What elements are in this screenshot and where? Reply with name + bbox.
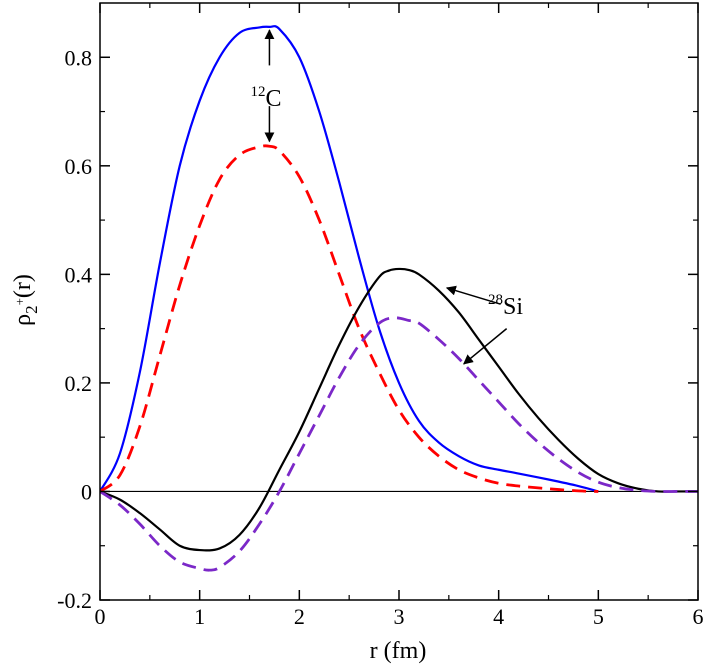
x-tick-label: 1 [194,604,205,629]
series-line-1 [100,144,599,493]
y-tick-label: 0.6 [65,154,93,179]
y-tick-label: -0.2 [57,588,92,613]
y-tick-label: 0.2 [65,371,93,396]
x-tick-label: 4 [493,604,504,629]
annotation-28si: 28Si [488,292,523,320]
y-axis-title-subsup: + [12,298,27,305]
annotation-12c-sup: 12 [250,84,265,100]
x-tick-label: 0 [95,604,106,629]
x-tick-label: 2 [294,604,305,629]
annotation-12c: 12C [250,84,281,112]
annotation-28si-label: Si [503,294,523,320]
y-tick-label: 0.8 [65,45,93,70]
annotation-arrow-3 [463,328,508,365]
x-tick-label: 3 [394,604,405,629]
x-axis-title: r (fm) [370,638,427,664]
series-line-0 [100,25,599,493]
annotation-28si-sup: 28 [488,292,503,308]
annotation-arrow-2 [445,285,501,305]
y-axis-title: ρ2+(r) [10,274,41,326]
series-line-3 [100,316,698,572]
y-tick-label: 0 [81,479,92,504]
x-tick-label: 6 [693,604,704,629]
y-tick-label: 0.4 [65,262,93,287]
plot-frame [99,2,699,601]
series-line-2 [100,267,698,552]
y-axis-title-sub: 2 [22,305,41,314]
svg-text:ρ2+(r): ρ2+(r) [10,274,41,326]
annotation-12c-label: C [265,86,281,112]
x-tick-label: 5 [593,604,604,629]
y-axis-title-tail: (r) [10,274,36,298]
y-axis-title-base: ρ [10,314,36,326]
